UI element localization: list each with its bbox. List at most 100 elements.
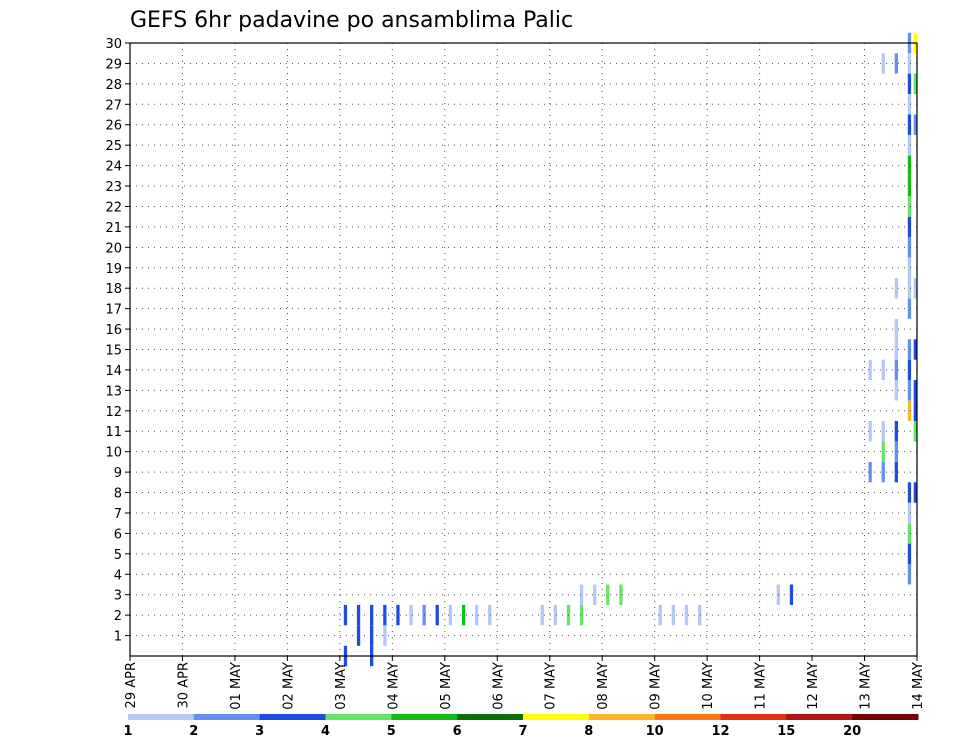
colorbar-label: 4: [321, 724, 330, 739]
heatmap-cell: [409, 604, 413, 626]
colorbar-label: 2: [189, 724, 198, 739]
heatmap-cell: [894, 380, 898, 401]
y-tick-label: 17: [105, 303, 122, 318]
x-tick-label: 30 APR: [176, 662, 191, 708]
y-tick-label: 10: [105, 446, 122, 461]
heatmap-cell: [913, 380, 917, 401]
heatmap-cell: [913, 114, 917, 135]
y-tick-label: 9: [114, 466, 122, 481]
colorbar-segment: [852, 714, 919, 720]
y-tick-label: 25: [105, 139, 122, 154]
heatmap-cell: [461, 604, 466, 626]
y-tick-label: 4: [114, 568, 122, 583]
x-tick-label: 06 MAY: [491, 662, 506, 710]
colorbar-label: 8: [584, 724, 593, 739]
heatmap-cell: [894, 339, 898, 360]
y-tick-label: 20: [105, 241, 122, 256]
colorbar-segment: [457, 714, 524, 720]
heatmap-cell: [881, 359, 885, 381]
heatmap-cell: [881, 441, 885, 462]
heatmap-cell: [881, 421, 885, 442]
y-tick-label: 16: [105, 323, 122, 338]
heatmap-cell: [579, 584, 584, 605]
heatmap-cell: [913, 278, 917, 299]
y-tick-label: 24: [105, 160, 122, 175]
x-tick-label: 14 MAY: [911, 662, 926, 710]
colorbar-segment: [720, 714, 787, 720]
heatmap-cell: [343, 604, 348, 626]
heatmap-cell: [448, 604, 452, 626]
x-tick-label: 04 MAY: [386, 662, 401, 710]
heatmap-cell: [907, 359, 912, 381]
colorbar-segment: [193, 714, 261, 720]
heatmap-cell: [606, 584, 610, 605]
colorbar-label: 5: [387, 724, 396, 739]
heatmap-cell: [894, 421, 898, 442]
y-tick-label: 27: [105, 98, 122, 113]
heatmap-cell: [907, 502, 912, 524]
heatmap-cell: [913, 421, 917, 442]
y-tick-label: 19: [105, 262, 122, 277]
heatmap-cell: [907, 380, 912, 401]
heatmap-cell: [698, 604, 702, 626]
heatmap-cell: [488, 604, 492, 626]
heatmap-cell: [894, 461, 898, 483]
colorbar-segment: [391, 714, 458, 720]
heatmap-cell: [907, 196, 912, 217]
heatmap-cell: [907, 73, 912, 94]
colorbar-segment: [654, 714, 721, 720]
heatmap-cell: [593, 584, 597, 605]
colorbar-label: 10: [646, 724, 664, 739]
heatmap-cell: [907, 400, 912, 421]
heatmap-cell: [894, 53, 898, 74]
y-axis: 1234567891011121314151617181920212223242…: [105, 37, 130, 645]
colorbar-segment: [325, 714, 392, 720]
data-cells: [343, 32, 917, 667]
heatmap-cell: [370, 604, 374, 626]
y-tick-label: 21: [105, 221, 122, 236]
colorbar-segment: [128, 714, 195, 720]
colorbar-label: 15: [777, 724, 795, 739]
heatmap-cell: [907, 278, 912, 299]
heatmap-cell: [894, 441, 898, 462]
y-tick-label: 26: [105, 119, 122, 134]
heatmap-cell: [907, 237, 912, 258]
y-tick-label: 2: [114, 609, 122, 624]
colorbar: 1 2 3 4 5 6 7 8 10 12 15 20: [123, 714, 919, 739]
y-tick-label: 5: [114, 548, 122, 563]
y-tick-label: 18: [105, 282, 122, 297]
y-tick-label: 23: [105, 180, 122, 195]
heatmap-cell: [907, 523, 912, 544]
x-tick-label: 12 MAY: [806, 662, 821, 710]
heatmap-cell: [907, 175, 912, 197]
y-tick-label: 15: [105, 344, 122, 359]
x-tick-label: 03 MAY: [334, 662, 349, 710]
heatmap-cell: [881, 53, 885, 74]
heatmap-cell: [894, 278, 898, 299]
y-tick-label: 6: [114, 527, 122, 542]
plot-frame: [129, 42, 918, 657]
heatmap-cell: [913, 73, 917, 94]
heatmap-cell: [868, 359, 872, 381]
heatmap-cell: [913, 482, 917, 503]
heatmap-cell: [881, 461, 885, 483]
y-tick-label: 11: [105, 425, 122, 440]
heatmap-cell: [671, 604, 675, 626]
heatmap-cell: [540, 604, 544, 626]
heatmap-cell: [894, 318, 898, 340]
grid-lines: [129, 42, 918, 656]
heatmap-cell: [907, 216, 912, 238]
heatmap-cell: [868, 421, 872, 442]
heatmap-cell: [383, 604, 387, 626]
colorbar-label: 20: [843, 724, 861, 739]
heatmap-cell: [907, 53, 912, 74]
heatmap-cell: [370, 625, 374, 646]
colorbar-label: 7: [518, 724, 527, 739]
colorbar-segment: [523, 714, 590, 720]
heatmap-cell: [907, 339, 912, 360]
heatmap-cell: [789, 584, 794, 605]
colorbar-label: 1: [123, 724, 132, 739]
heatmap-cell: [913, 339, 917, 360]
heatmap-cell: [907, 135, 912, 156]
